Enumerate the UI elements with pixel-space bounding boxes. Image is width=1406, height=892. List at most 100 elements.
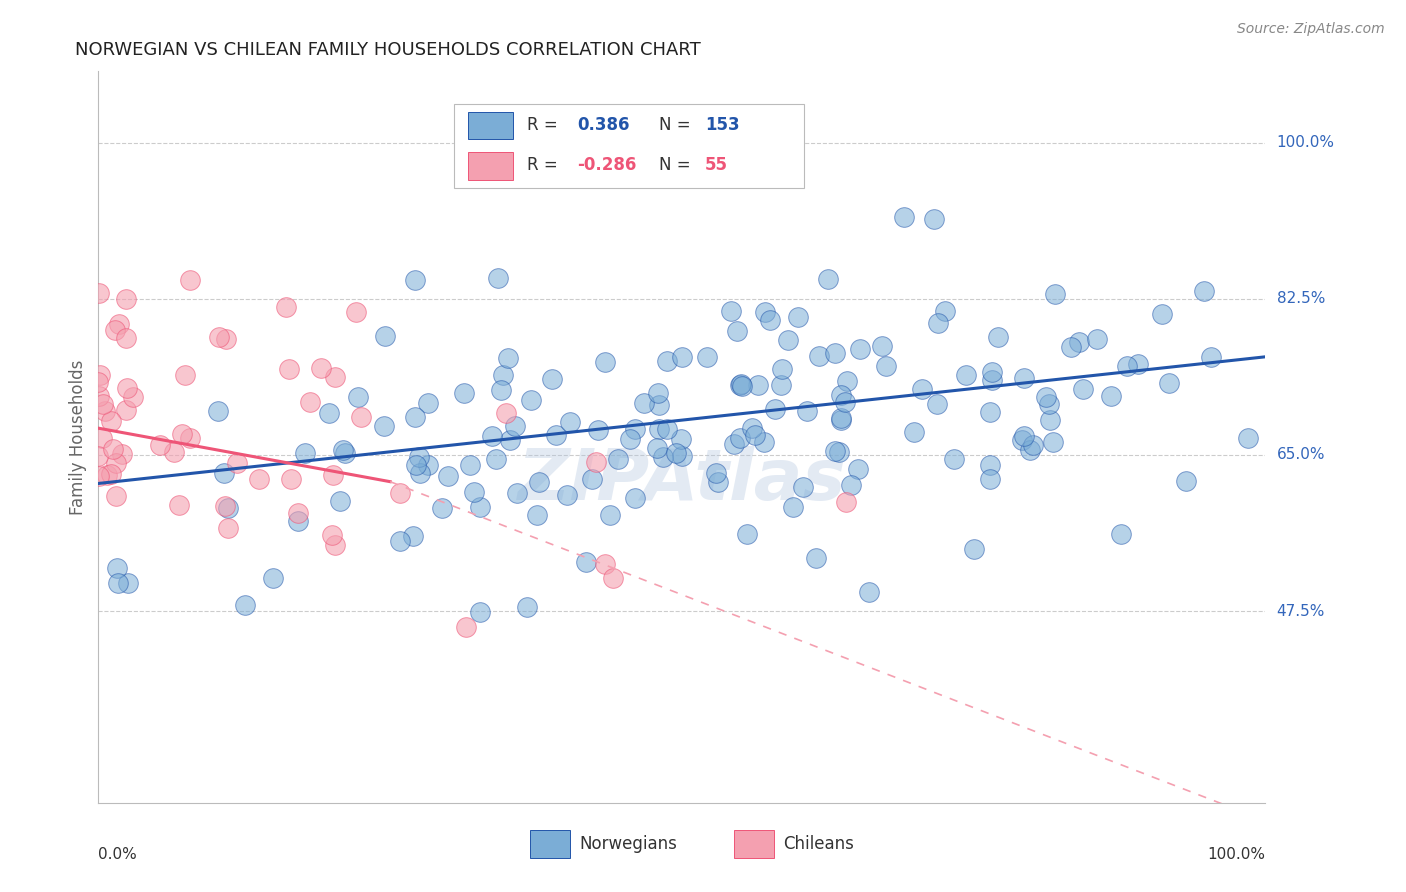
Point xyxy=(830,388,852,402)
Point xyxy=(647,386,669,401)
Point xyxy=(741,421,763,435)
Text: 55: 55 xyxy=(706,156,728,174)
Point xyxy=(170,427,193,442)
Text: Norwegians: Norwegians xyxy=(579,835,678,853)
Point xyxy=(87,449,110,463)
Point xyxy=(104,489,127,503)
Point xyxy=(278,362,301,376)
Point xyxy=(607,451,630,466)
Point xyxy=(824,443,846,458)
Point xyxy=(347,390,370,404)
Point xyxy=(516,600,538,615)
Point xyxy=(247,472,270,486)
Point xyxy=(979,458,1001,472)
Point xyxy=(499,433,522,447)
Point xyxy=(830,410,852,425)
Point xyxy=(1012,429,1035,443)
Point xyxy=(599,508,621,522)
Point xyxy=(647,398,669,412)
Point xyxy=(835,374,858,388)
Point xyxy=(115,402,138,417)
Text: 0.0%: 0.0% xyxy=(98,847,138,862)
Point xyxy=(1126,357,1149,371)
Text: 153: 153 xyxy=(706,116,740,134)
Point xyxy=(955,368,977,383)
Point xyxy=(581,472,603,486)
Point xyxy=(720,304,742,318)
Point xyxy=(804,550,827,565)
Point xyxy=(1237,431,1260,445)
Point xyxy=(485,451,508,466)
Point xyxy=(796,404,818,418)
Point xyxy=(207,404,229,418)
Point xyxy=(93,404,115,418)
Point xyxy=(217,501,239,516)
Point xyxy=(849,343,872,357)
Point xyxy=(486,270,509,285)
Point xyxy=(498,351,520,365)
Point xyxy=(405,458,427,472)
Point xyxy=(416,395,439,409)
Point xyxy=(555,488,578,502)
Point xyxy=(817,272,839,286)
Point xyxy=(526,508,548,522)
Text: 100.0%: 100.0% xyxy=(1208,847,1265,862)
Point xyxy=(1087,332,1109,346)
Point xyxy=(173,368,195,382)
Point xyxy=(1042,434,1064,449)
Point xyxy=(214,332,236,346)
Point xyxy=(503,419,526,434)
Point xyxy=(217,521,239,535)
Point xyxy=(103,442,125,457)
Text: 47.5%: 47.5% xyxy=(1277,604,1324,618)
Point xyxy=(115,331,138,345)
Point xyxy=(1045,287,1067,301)
Point xyxy=(893,211,915,225)
Point xyxy=(107,576,129,591)
Point xyxy=(294,446,316,460)
Point xyxy=(1175,474,1198,488)
Point xyxy=(846,461,869,475)
Point xyxy=(333,446,356,460)
Point xyxy=(104,323,127,337)
Text: 65.0%: 65.0% xyxy=(1277,448,1324,462)
Point xyxy=(657,422,679,436)
Point xyxy=(1159,376,1181,390)
Point xyxy=(100,414,122,428)
Point xyxy=(786,310,808,325)
Point xyxy=(655,354,678,368)
Point xyxy=(1199,350,1222,364)
Point xyxy=(665,446,688,460)
Point xyxy=(107,317,129,331)
Point xyxy=(454,620,477,634)
Point xyxy=(1060,340,1083,354)
Point xyxy=(149,438,172,452)
Point xyxy=(671,350,693,364)
Point xyxy=(1067,334,1090,349)
Point xyxy=(759,313,782,327)
Point xyxy=(87,375,110,389)
Text: R =: R = xyxy=(527,116,557,134)
Point xyxy=(527,475,550,489)
Point xyxy=(575,555,598,569)
Point xyxy=(318,406,340,420)
Point xyxy=(481,428,503,442)
Text: R =: R = xyxy=(527,156,557,174)
Point xyxy=(875,359,897,374)
Point xyxy=(725,324,748,338)
Point xyxy=(765,401,787,416)
Point xyxy=(924,212,946,227)
Point xyxy=(350,409,373,424)
Point xyxy=(323,538,346,552)
FancyBboxPatch shape xyxy=(734,830,775,858)
Point xyxy=(744,428,766,442)
Point xyxy=(225,457,247,471)
Point xyxy=(179,273,201,287)
Point xyxy=(491,383,513,397)
Point xyxy=(105,561,128,575)
Point xyxy=(179,431,201,445)
Point xyxy=(274,300,297,314)
Text: NORWEGIAN VS CHILEAN FAMILY HOUSEHOLDS CORRELATION CHART: NORWEGIAN VS CHILEAN FAMILY HOUSEHOLDS C… xyxy=(75,41,700,59)
Point xyxy=(585,454,607,468)
Point xyxy=(770,361,793,376)
